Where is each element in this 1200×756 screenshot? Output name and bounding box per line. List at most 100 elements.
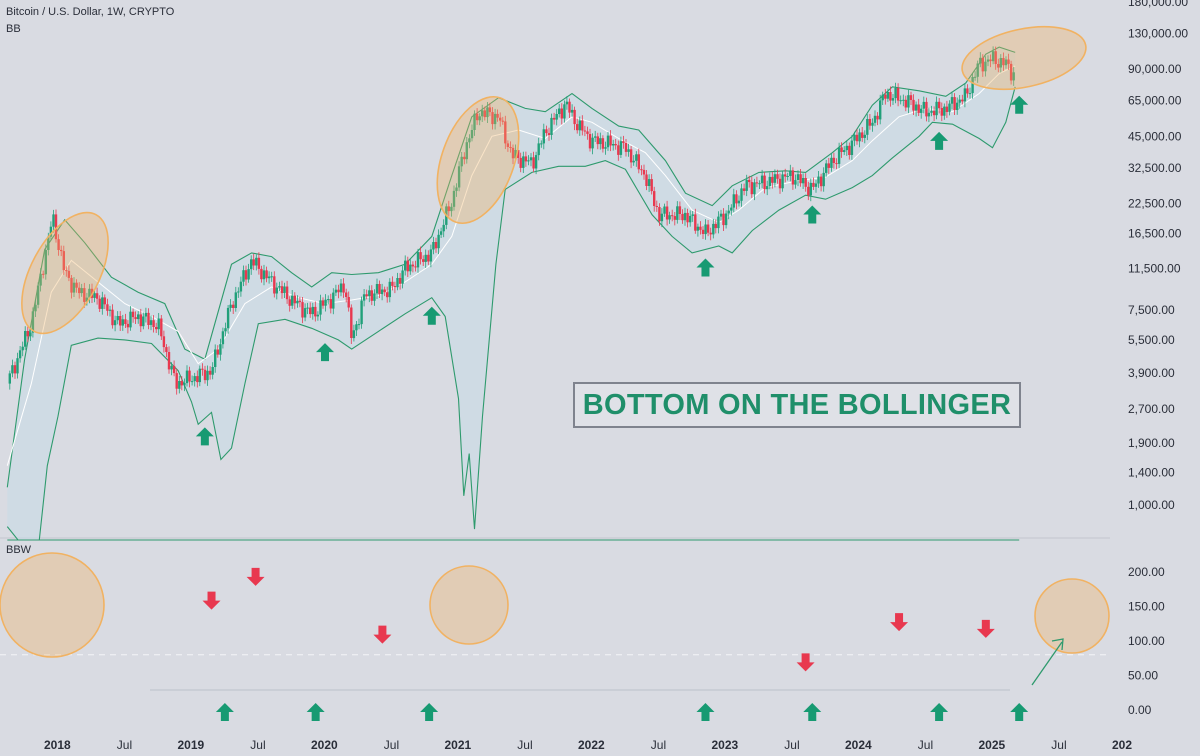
candle-body[interactable] (219, 344, 222, 355)
candle-body[interactable] (62, 251, 65, 271)
candle-body[interactable] (961, 99, 964, 102)
candle-body[interactable] (427, 254, 430, 262)
candle-body[interactable] (506, 143, 510, 147)
candle-body[interactable] (778, 178, 782, 189)
candle-body[interactable] (11, 365, 14, 374)
candle-body[interactable] (894, 88, 897, 99)
candle-body[interactable] (853, 134, 856, 141)
candle-body[interactable] (632, 160, 635, 163)
candle-body[interactable] (814, 183, 818, 187)
candle-body[interactable] (224, 328, 227, 332)
candle-body[interactable] (514, 150, 517, 159)
candle-body[interactable] (180, 381, 183, 386)
candle-body[interactable] (889, 92, 892, 101)
candle-body[interactable] (981, 57, 984, 72)
candle-body[interactable] (791, 170, 795, 185)
candle-body[interactable] (98, 298, 101, 309)
candle-body[interactable] (378, 284, 381, 295)
candle-body[interactable] (827, 163, 830, 168)
candle-body[interactable] (591, 137, 594, 149)
candle-body[interactable] (465, 142, 468, 160)
candle-body[interactable] (483, 110, 486, 118)
candle-body[interactable] (781, 174, 784, 189)
candle-body[interactable] (85, 297, 89, 302)
candle-body[interactable] (250, 259, 253, 270)
candle-body[interactable] (801, 178, 805, 184)
candle-body[interactable] (904, 99, 907, 108)
candle-body[interactable] (547, 133, 551, 136)
candle-body[interactable] (694, 214, 697, 231)
candle-body[interactable] (239, 281, 243, 292)
candle-body[interactable] (509, 147, 512, 148)
candle-body[interactable] (925, 101, 928, 117)
candle-body[interactable] (850, 140, 854, 155)
candle-body[interactable] (149, 320, 153, 325)
candle-body[interactable] (876, 115, 879, 120)
candle-body[interactable] (54, 214, 58, 240)
candle-body[interactable] (807, 186, 810, 196)
candle-body[interactable] (742, 188, 746, 191)
symbol-title[interactable]: Bitcoin / U.S. Dollar, 1W, CRYPTO (6, 6, 175, 18)
candle-body[interactable] (660, 213, 664, 222)
candle-body[interactable] (432, 242, 435, 250)
candle-body[interactable] (237, 291, 240, 293)
candle-body[interactable] (193, 376, 196, 382)
candle-body[interactable] (126, 323, 130, 328)
candle-body[interactable] (170, 365, 173, 370)
candle-body[interactable] (347, 297, 350, 308)
candle-body[interactable] (601, 138, 605, 149)
candle-body[interactable] (709, 232, 712, 235)
candle-body[interactable] (360, 300, 363, 325)
candle-body[interactable] (545, 129, 548, 134)
candle-body[interactable] (786, 176, 789, 177)
candle-body[interactable] (712, 223, 715, 235)
candle-body[interactable] (155, 327, 158, 330)
candle-body[interactable] (896, 88, 900, 101)
candle-body[interactable] (676, 206, 679, 220)
candle-body[interactable] (422, 259, 425, 262)
candle-body[interactable] (748, 179, 751, 183)
candle-body[interactable] (345, 292, 348, 298)
candle-body[interactable] (953, 97, 956, 111)
candle-body[interactable] (196, 376, 199, 383)
candle-body[interactable] (93, 293, 96, 298)
candle-body[interactable] (819, 176, 823, 187)
candle-body[interactable] (755, 182, 759, 184)
candle-body[interactable] (334, 289, 338, 293)
candle-body[interactable] (737, 200, 741, 204)
candle-body[interactable] (825, 163, 828, 173)
candle-body[interactable] (930, 110, 933, 113)
candle-body[interactable] (560, 108, 563, 119)
candle-body[interactable] (658, 207, 661, 222)
candle-body[interactable] (447, 206, 450, 212)
candle-body[interactable] (160, 318, 163, 337)
candle-body[interactable] (468, 138, 471, 143)
candle-body[interactable] (717, 216, 720, 229)
price-pane[interactable] (4, 17, 1092, 541)
candle-body[interactable] (863, 134, 866, 138)
candle-body[interactable] (329, 299, 332, 309)
candle-body[interactable] (950, 97, 954, 104)
candle-body[interactable] (303, 308, 307, 318)
candle-body[interactable] (784, 174, 787, 177)
candle-body[interactable] (152, 320, 155, 327)
candle-body[interactable] (337, 289, 340, 293)
candle-body[interactable] (327, 299, 330, 301)
candle-body[interactable] (958, 99, 961, 103)
candle-body[interactable] (499, 117, 502, 121)
candle-body[interactable] (891, 98, 895, 101)
candle-body[interactable] (275, 287, 278, 294)
candle-body[interactable] (221, 331, 225, 345)
candle-body[interactable] (162, 336, 166, 348)
candle-body[interactable] (822, 172, 825, 187)
candle-body[interactable] (730, 207, 733, 211)
candle-body[interactable] (311, 306, 314, 315)
candle-body[interactable] (735, 194, 738, 204)
candle-body[interactable] (106, 304, 109, 311)
candle-body[interactable] (727, 210, 730, 214)
candle-body[interactable] (321, 300, 325, 306)
candle-body[interactable] (732, 194, 735, 208)
candle-body[interactable] (291, 295, 294, 306)
candle-body[interactable] (273, 276, 276, 294)
candle-body[interactable] (979, 57, 982, 64)
